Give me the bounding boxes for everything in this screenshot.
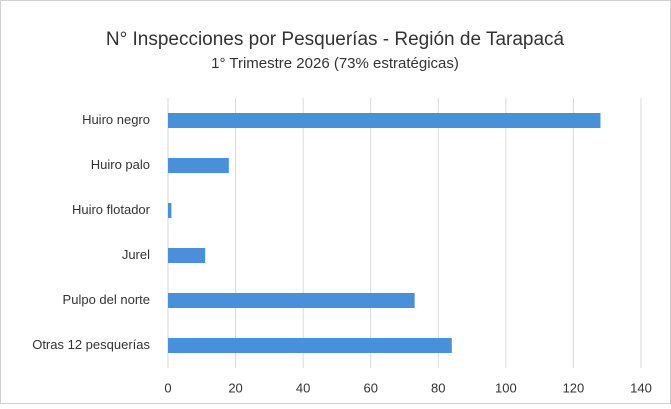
bar xyxy=(168,293,415,308)
x-tick-label: 0 xyxy=(164,380,171,395)
x-tick-label: 20 xyxy=(228,380,242,395)
bar xyxy=(168,158,229,173)
x-tick-label: 120 xyxy=(563,380,585,395)
x-tick-label: 60 xyxy=(363,380,377,395)
y-tick-label: Otras 12 pesquerías xyxy=(32,337,150,352)
bar xyxy=(168,203,172,218)
x-tick-label: 140 xyxy=(630,380,652,395)
bar xyxy=(168,248,206,263)
x-tick-label: 80 xyxy=(431,380,445,395)
y-tick-label: Huiro palo xyxy=(91,157,150,172)
bar xyxy=(168,113,601,128)
x-tick-label: 40 xyxy=(296,380,310,395)
y-tick-label: Pulpo del norte xyxy=(63,292,150,307)
chart-subtitle: 1° Trimestre 2026 (73% estratégicas) xyxy=(211,55,459,72)
y-tick-label: Jurel xyxy=(122,247,150,262)
bar xyxy=(168,338,452,353)
y-tick-label: Huiro flotador xyxy=(72,202,151,217)
y-tick-label: Huiro negro xyxy=(82,112,150,127)
x-tick-label: 100 xyxy=(495,380,517,395)
chart-title: N° Inspecciones por Pesquerías - Región … xyxy=(106,29,565,50)
